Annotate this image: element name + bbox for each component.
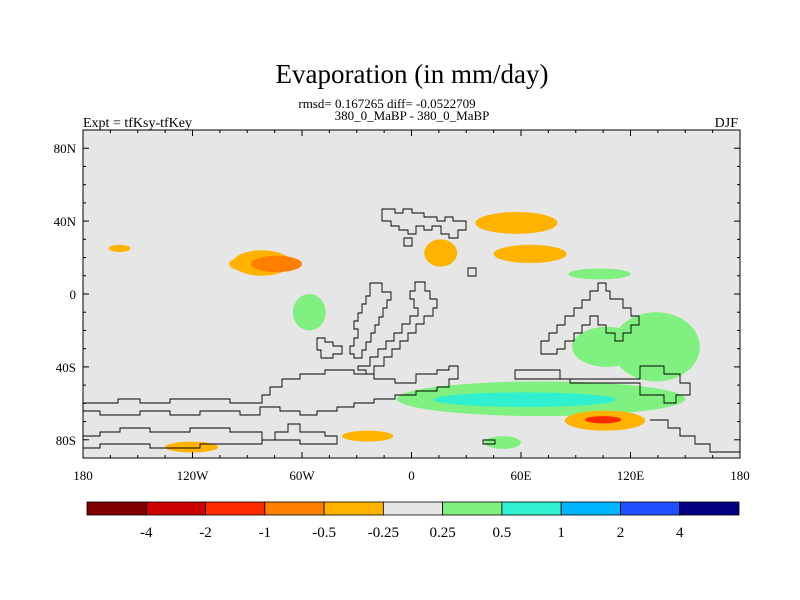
- coastlines: [83, 208, 740, 453]
- colorbar-swatch-7: [501, 501, 562, 516]
- experiment-label: Expt = tfKsy-tfKey: [83, 116, 192, 131]
- anomaly-region-0: [108, 244, 131, 253]
- lat-tick-label-4: 80S: [56, 433, 76, 448]
- anomaly-shading: [108, 212, 700, 453]
- colorbar-label-4: -0.25: [368, 525, 399, 541]
- coastline-east-antarctica-edge: [650, 419, 740, 453]
- anomaly-region-16: [342, 430, 394, 442]
- colorbar-label-3: -0.5: [312, 525, 336, 541]
- anomaly-region-5: [475, 212, 558, 234]
- anomaly-region-4: [424, 239, 458, 267]
- colorbar-swatch-0: [86, 501, 147, 516]
- colorbar-swatch-6: [442, 501, 503, 516]
- colorbar-label-2: -1: [259, 525, 272, 541]
- anomaly-region-15: [165, 441, 219, 453]
- lon-tick-label-5: 120E: [617, 468, 645, 483]
- lon-tick-label-0: 180: [73, 468, 93, 483]
- coastline-southern-cape: [316, 337, 343, 359]
- anomaly-region-12: [612, 312, 700, 382]
- lat-tick-label-0: 80N: [54, 141, 77, 156]
- stats-line: rmsd= 0.167265 diff= -0.0522709: [298, 96, 475, 111]
- anomaly-region-8: [292, 294, 326, 331]
- colorbar-label-8: 2: [617, 525, 625, 541]
- map-area: 180 120W 60W 0 60E 120E 180 80N 40N 0 40S 80S: [54, 129, 750, 483]
- anomaly-region-17: [484, 436, 521, 449]
- colorbar-swatch-5: [382, 501, 444, 516]
- lon-tick-label-3: 0: [408, 468, 415, 483]
- colorbar-label-7: 1: [557, 525, 565, 541]
- coastline-small-island-south: [482, 439, 496, 445]
- lat-tick-label-2: 0: [70, 287, 77, 302]
- anomaly-region-3: [250, 255, 302, 273]
- coastline-antarctic-shelf-east: [514, 365, 691, 404]
- coastline-antarctica: [83, 423, 338, 449]
- colorbar-label-9: 4: [676, 525, 684, 541]
- lat-tick-label-3: 40S: [56, 360, 76, 375]
- anomaly-region-7: [568, 268, 631, 280]
- colorbar-swatch-9: [620, 501, 681, 516]
- comparison-line: 380_0_MaBP - 380_0_MaBP: [335, 108, 490, 123]
- colorbar-swatch-3: [264, 501, 325, 516]
- figure-title: Evaporation (in mm/day): [276, 59, 549, 89]
- season-label: DJF: [715, 116, 739, 131]
- colorbar-label-6: 0.5: [493, 525, 512, 541]
- colorbar-swatch-8: [560, 501, 621, 516]
- axis-ticks: 180 120W 60W 0 60E 120E 180 80N 40N 0 40S 80S: [54, 130, 750, 483]
- colorbar-swatch-4: [323, 501, 384, 516]
- anomaly-region-14: [584, 416, 622, 424]
- coastline-north-america: [381, 208, 467, 239]
- lat-tick-label-1: 40N: [54, 214, 77, 229]
- colorbar-label-5: 0.25: [430, 525, 456, 541]
- lon-tick-label-6: 180: [730, 468, 750, 483]
- colorbar: -4 -2 -1 -0.5 -0.25 0.25 0.5 1 2 4: [86, 501, 740, 541]
- colorbar-label-0: -4: [140, 525, 153, 541]
- lon-tick-label-1: 120W: [177, 468, 210, 483]
- coastline-north-block: [403, 237, 413, 247]
- coastline-south-america: [349, 282, 392, 359]
- anomaly-region-6: [493, 244, 567, 264]
- lon-tick-label-4: 60E: [511, 468, 532, 483]
- colorbar-swatch-10: [679, 501, 740, 516]
- coastline-central-island: [467, 267, 477, 277]
- colorbar-swatch-1: [145, 501, 206, 516]
- colorbar-label-1: -2: [199, 525, 212, 541]
- colorbar-swatch-2: [205, 501, 266, 516]
- lon-tick-label-2: 60W: [289, 468, 315, 483]
- coastline-australia: [540, 282, 640, 355]
- anomaly-region-11: [433, 392, 616, 407]
- coastline-antarctic-shelf-west: [83, 365, 459, 416]
